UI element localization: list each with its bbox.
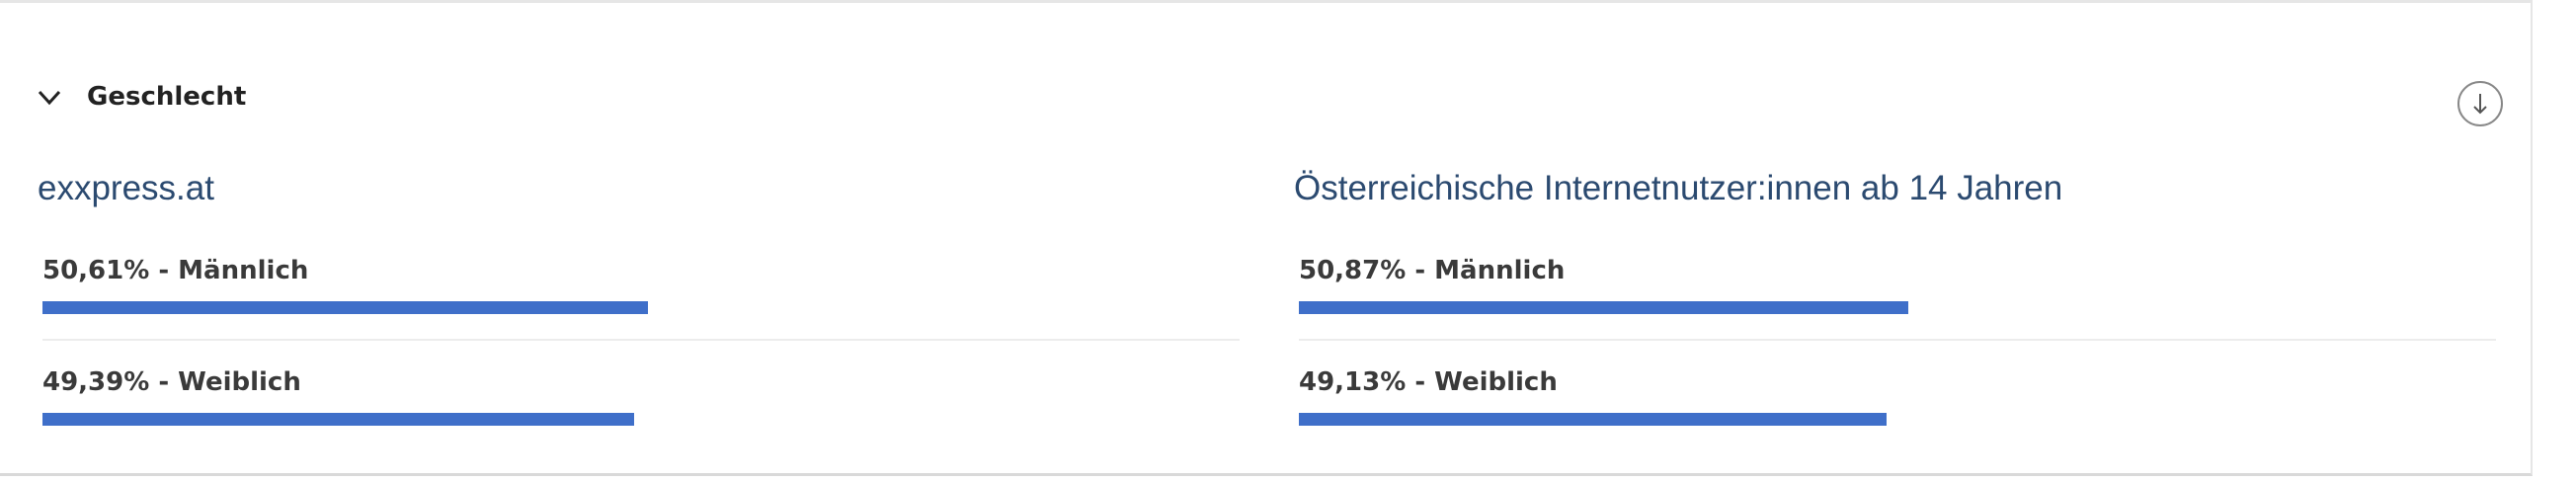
bar [1299,301,1908,314]
bar [42,301,649,314]
panel-title: Österreichische Internetnutzer:innen ab … [1294,169,2063,207]
divider [42,339,1240,341]
bar [42,413,634,426]
item: 50,87% - Männlich [1299,256,2496,341]
item: 50,61% - Männlich [42,256,1240,341]
item: 49,39% - Weiblich [42,367,1240,426]
panel: exxpress.at 50,61% - Männlich 49,39% - Wei… [38,169,1240,426]
divider [1299,339,2496,341]
panel-title: exxpress.at [38,169,214,207]
item-label: 50,61% - Männlich [42,256,309,285]
item: 49,13% - Weiblich [1299,367,2496,426]
card: Geschlecht exxpress.at 50,61% - Männlich 4… [0,0,2533,476]
item-label: 49,13% - Weiblich [1299,367,1558,397]
item-label: 50,87% - Männlich [1299,256,1566,285]
bar [1299,413,1888,426]
item-label: 49,39% - Weiblich [42,367,301,397]
download-button[interactable] [2455,79,2505,128]
collapse-chevron[interactable] [38,88,61,108]
section-title[interactable]: Geschlecht [87,82,247,112]
panel: Österreichische Internetnutzer:innen ab … [1294,169,2496,426]
